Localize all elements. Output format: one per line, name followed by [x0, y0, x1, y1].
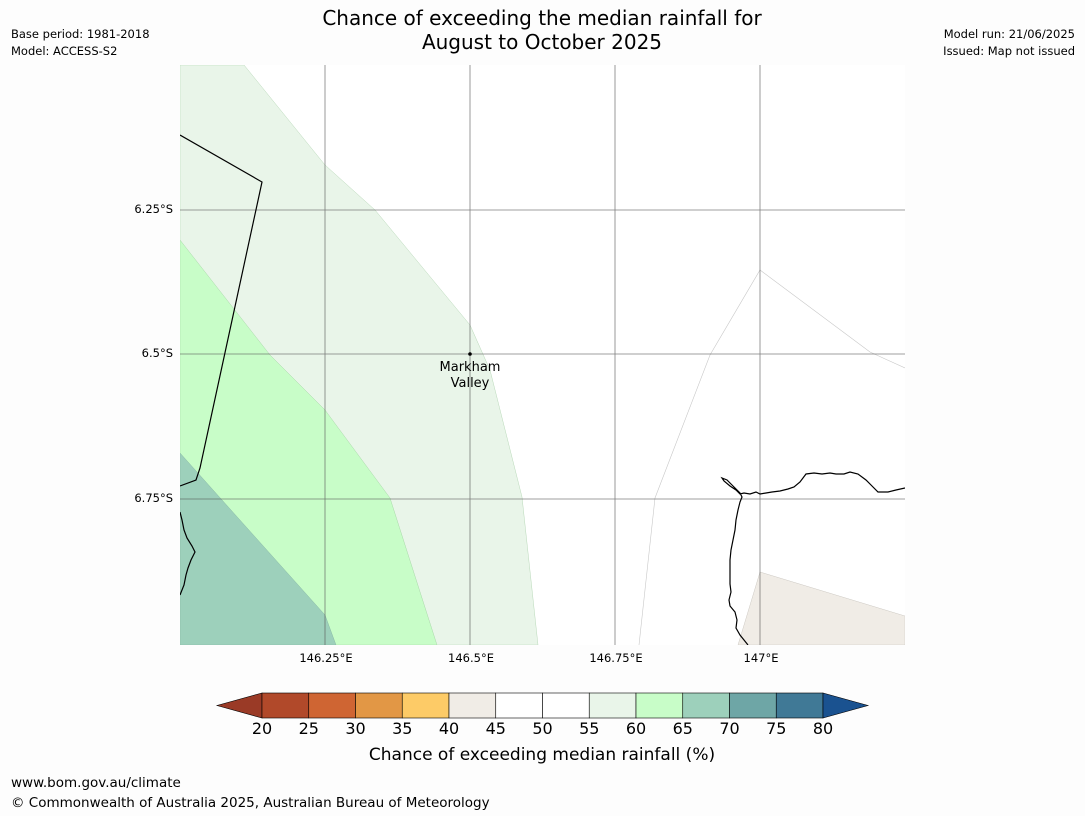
colorbar-under-arrow — [215, 692, 263, 719]
colorbar-segment — [261, 692, 310, 719]
lat-label-6-75: 6.75°S — [134, 491, 173, 505]
header-left: Base period: 1981-2018 Model: ACCESS-S2 — [11, 26, 150, 60]
colorbar-segment — [448, 692, 497, 719]
header-right: Model run: 21/06/2025 Issued: Map not is… — [943, 26, 1075, 60]
lon-label-146-75: 146.75°E — [589, 651, 643, 665]
colorbar-tick-label: 35 — [392, 719, 413, 738]
colorbar-tick-label: 45 — [485, 719, 506, 738]
colorbar-segment — [308, 692, 356, 719]
map-area — [180, 65, 905, 645]
graticule — [180, 65, 905, 645]
colorbar-tick-label: 25 — [298, 719, 319, 738]
colorbar-tick-label: 60 — [625, 719, 647, 738]
footer-url: www.bom.gov.au/climate — [11, 775, 181, 791]
contour-65-70 — [180, 452, 337, 645]
colorbar-tick-label: 30 — [345, 719, 366, 738]
title-line-1: Chance of exceeding the median rainfall … — [322, 6, 762, 30]
colorbar-segment — [635, 692, 684, 719]
footer-copyright: © Commonwealth of Australia 2025, Austra… — [11, 795, 490, 811]
province-boundary — [180, 134, 263, 487]
colorbar-segment — [355, 692, 403, 719]
colorbar-segment — [542, 692, 590, 719]
colorbar-segment — [775, 692, 824, 719]
colorbar-over-arrow — [822, 692, 870, 719]
lon-label-146-5: 146.5°E — [448, 651, 494, 665]
colorbar-tick-label: 55 — [579, 719, 600, 738]
base-period: Base period: 1981-2018 — [11, 27, 150, 41]
contour-40-45 — [737, 571, 905, 645]
river-line — [180, 511, 196, 596]
colorbar-tick-label: 50 — [532, 719, 553, 738]
colorbar-tick-label: 70 — [719, 719, 740, 738]
map-title: Chance of exceeding the median rainfall … — [242, 6, 842, 54]
place-label-line-2: Valley — [450, 376, 490, 391]
title-line-2: August to October 2025 — [421, 30, 663, 54]
colorbar-segment — [682, 692, 730, 719]
issued-status: Issued: Map not issued — [943, 44, 1075, 58]
colorbar-segment — [495, 692, 543, 719]
lat-label-6-25: 6.25°S — [134, 202, 173, 216]
lon-label-147: 147°E — [743, 651, 779, 665]
model-run: Model run: 21/06/2025 — [943, 27, 1075, 41]
colorbar-segment — [729, 692, 777, 719]
colorbar-segment — [588, 692, 637, 719]
colorbar-tick-label: 65 — [672, 719, 693, 738]
colorbar-tick-label: 20 — [251, 719, 273, 738]
place-marker-markham-valley — [468, 352, 472, 356]
place-label-line-1: Markham — [439, 360, 501, 375]
model-name: Model: ACCESS-S2 — [11, 44, 118, 58]
lat-label-6-5: 6.5°S — [141, 346, 173, 360]
colorbar-tick-label: 40 — [438, 719, 460, 738]
colorbar-tick-label: 80 — [812, 719, 834, 738]
lon-label-146-25: 146.25°E — [299, 651, 353, 665]
place-label-markham-valley: Markham Valley — [420, 360, 520, 392]
contour-line-50 — [638, 269, 905, 645]
coastline — [720, 471, 905, 645]
colorbar-title: Chance of exceeding median rainfall (%) — [368, 745, 716, 765]
colorbar-tick-label: 75 — [766, 719, 787, 738]
colorbar-segment — [401, 692, 450, 719]
